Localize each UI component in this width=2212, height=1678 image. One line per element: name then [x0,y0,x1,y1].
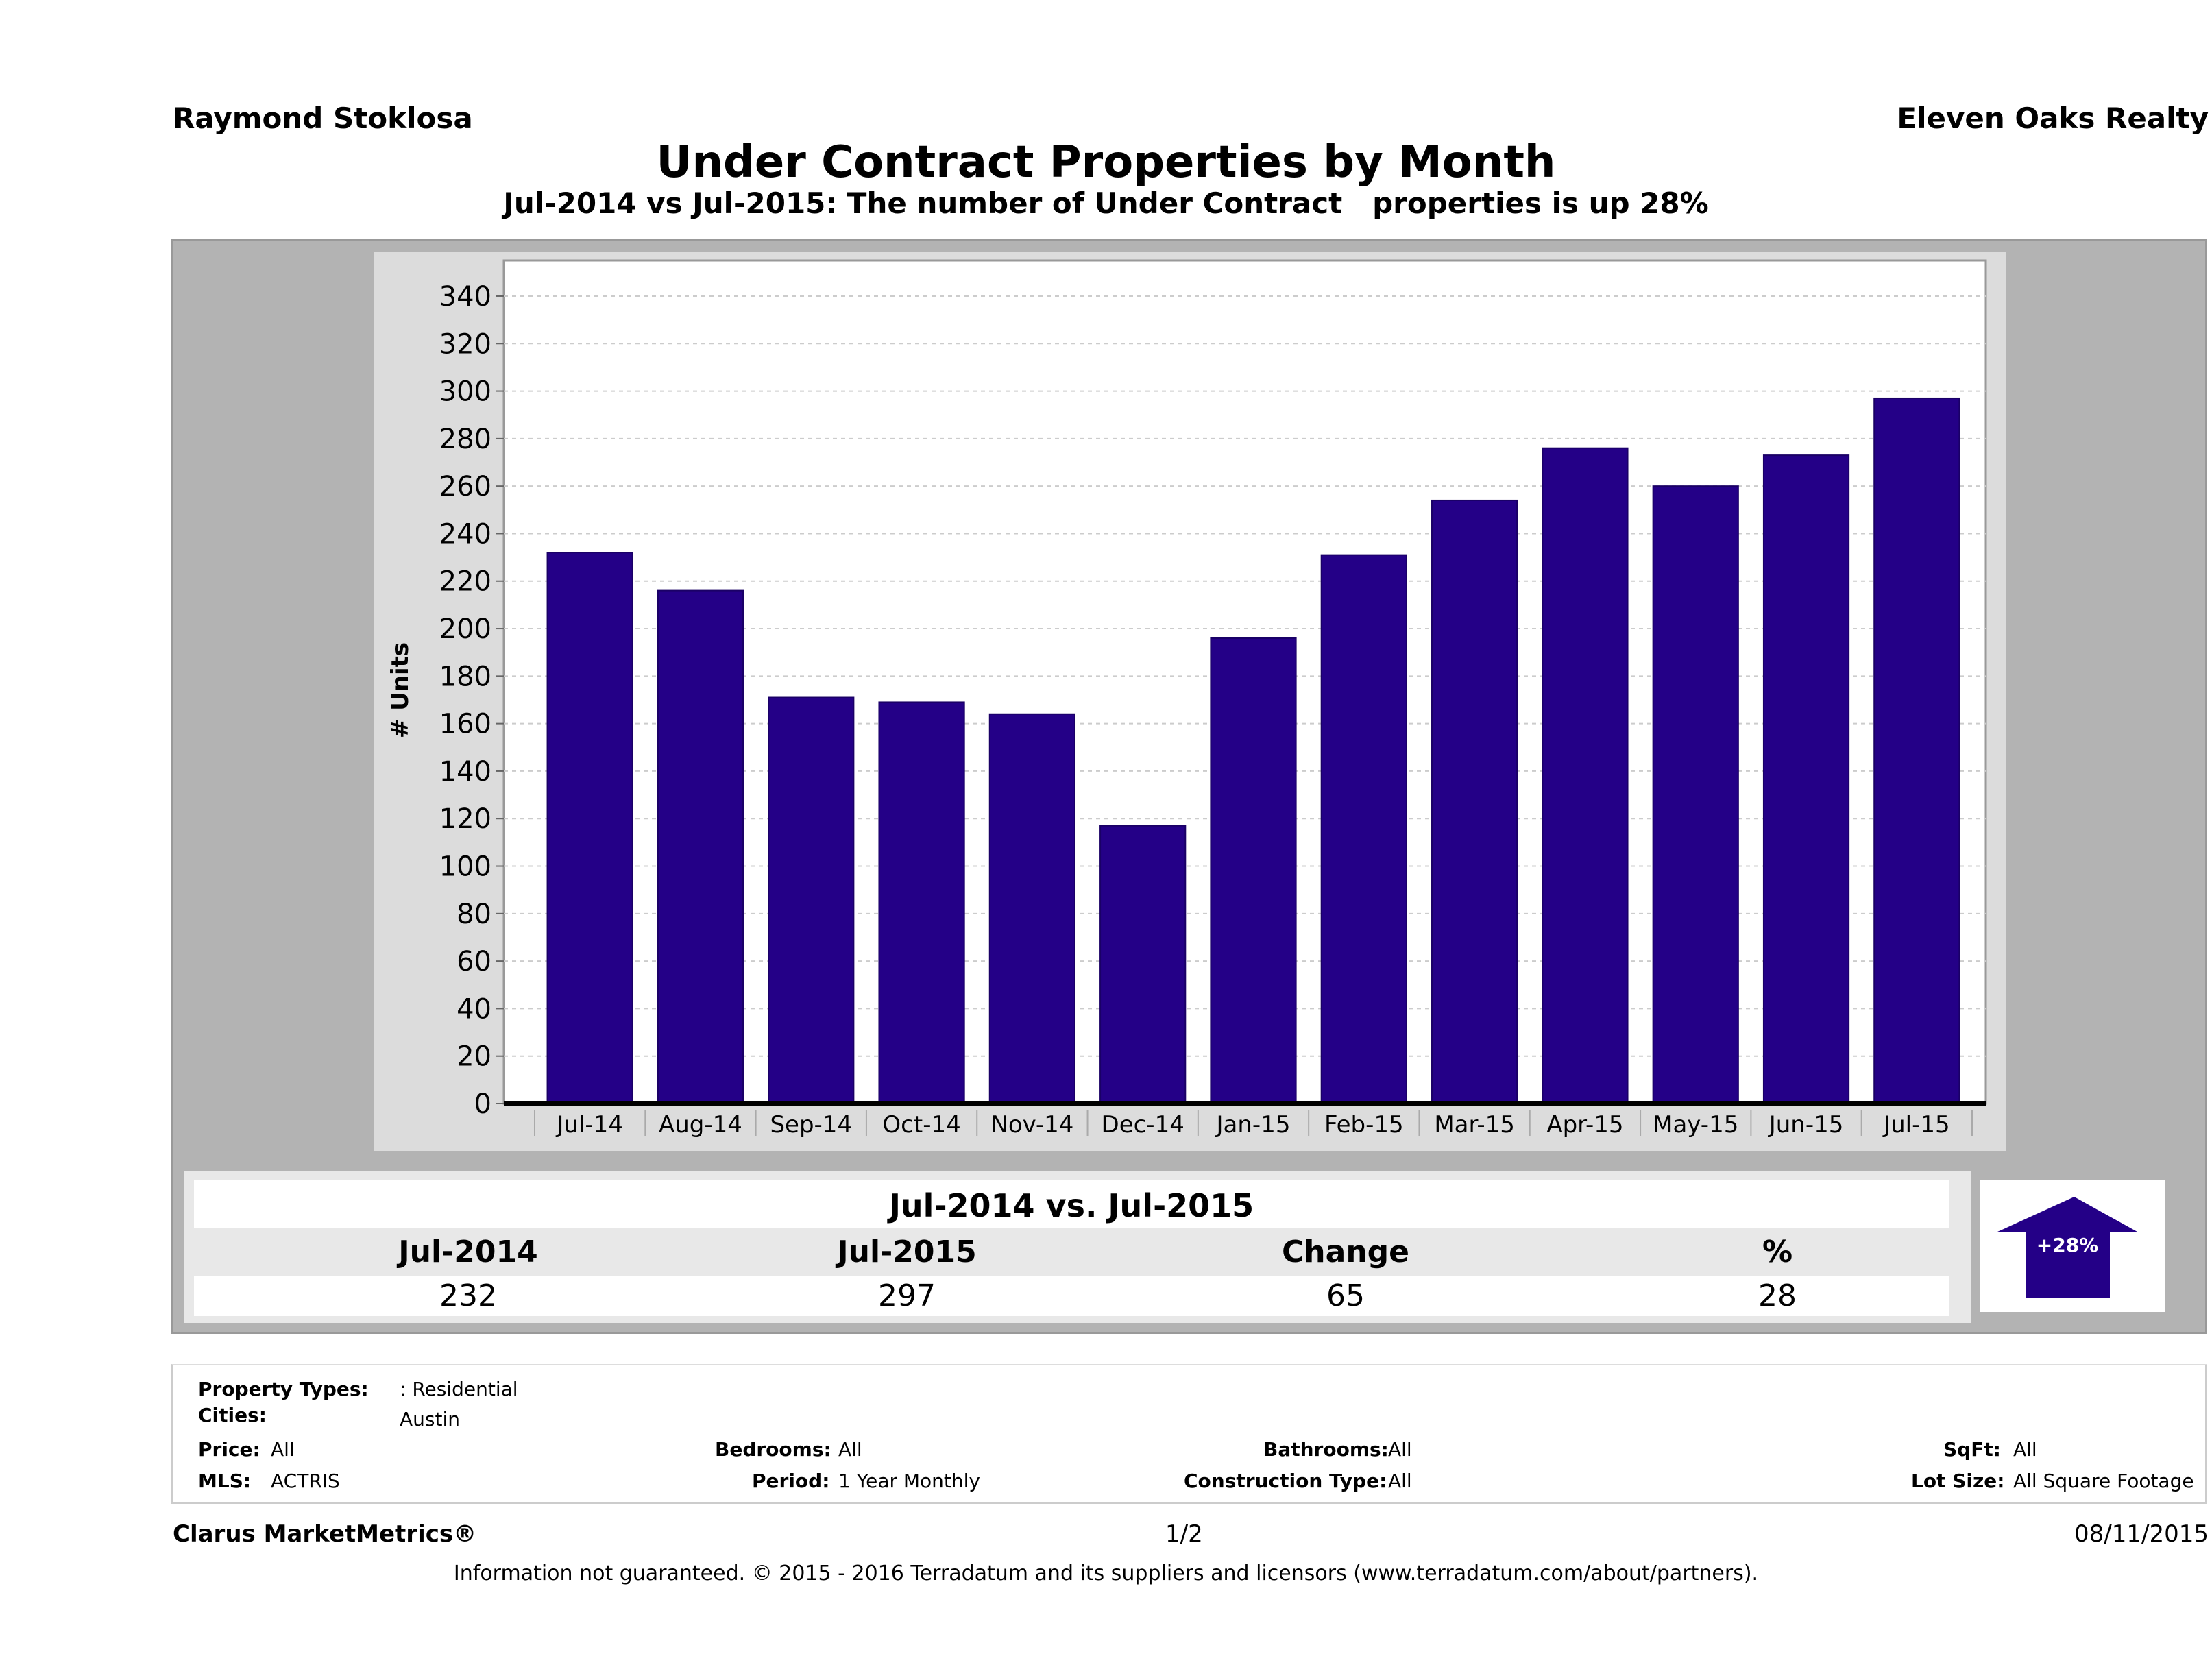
y-tick-label: 280 [439,424,491,455]
x-tick-label: Jul-14 [555,1111,623,1139]
bar [1762,454,1850,1104]
bar [768,696,855,1104]
bar [1210,637,1297,1104]
bar [1873,397,1960,1104]
filter-label: Bedrooms: [715,1438,831,1461]
summary-header-row: Jul-2014 Jul-2015 Change % [194,1231,1949,1275]
x-tick-label: Jun-15 [1768,1111,1844,1139]
x-tick-label: Jul-15 [1882,1111,1950,1139]
y-tick-label: 60 [457,946,491,977]
x-tick-label: Nov-14 [990,1111,1073,1139]
summary-header-cell: Jul-2015 [837,1235,977,1269]
up-arrow-icon: +28% [1997,1197,2137,1298]
y-tick-label: 260 [439,471,491,502]
bar [1652,485,1739,1105]
bar [546,552,633,1104]
summary-value-cell: 65 [1326,1278,1365,1313]
summary-value-row: 232 297 65 28 [194,1276,1949,1316]
filter-label: Lot Size: [1911,1470,2005,1492]
y-tick-label: 140 [439,756,491,788]
y-axis-ticks: 0 20 40 60 80 100 120 140 160 180 200 220 240 260 280 3… [439,281,504,1120]
x-tick-label: Apr-15 [1546,1111,1623,1139]
y-tick-label: 100 [439,851,491,883]
filter-label: Bathrooms: [1263,1438,1389,1461]
x-tick-label: Aug-14 [659,1111,742,1139]
x-tick-label: Sep-14 [770,1111,852,1139]
x-tick-label: Dec-14 [1102,1111,1184,1139]
y-tick-label: 180 [439,661,491,692]
filter-label: Period: [752,1470,830,1492]
y-tick-label: 80 [457,899,491,930]
filter-value: Austin [400,1408,460,1431]
filter-value: All [2013,1438,2037,1461]
filter-label: Cities: [198,1404,267,1426]
page-number: 1/2 [1165,1520,1203,1548]
bars [546,397,1960,1105]
y-tick-label: 120 [439,803,491,835]
bar [1320,554,1407,1104]
bar [1431,499,1518,1104]
report-date: 08/11/2015 [2074,1520,2209,1548]
y-tick-label: 300 [439,376,491,408]
y-tick-label: 20 [457,1041,491,1073]
filter-value: : Residential [400,1378,518,1400]
y-tick-label: 0 [474,1089,491,1120]
x-tick-label: Mar-15 [1434,1111,1515,1139]
filter-label: SqFt: [1943,1438,2001,1461]
summary-header-cell: % [1762,1235,1793,1269]
x-tick-label: Jan-15 [1215,1111,1291,1139]
filter-value: All [838,1438,862,1461]
bar [1542,447,1629,1104]
filter-label: Construction Type: [1184,1470,1387,1492]
y-axis-label: # Units [387,642,414,738]
bar [878,701,965,1104]
filter-value: 1 Year Monthly [838,1470,981,1492]
y-tick-label: 320 [439,328,491,360]
summary-value-cell: 232 [439,1278,497,1313]
filter-value: All Square Footage [2013,1470,2194,1492]
filter-value: All [271,1438,295,1461]
bar [988,713,1075,1104]
filter-label: MLS: [198,1470,252,1492]
chart-title: Under Contract Properties by Month [656,137,1556,188]
y-tick-label: 340 [439,281,491,313]
y-tick-label: 40 [457,993,491,1025]
y-tick-label: 240 [439,518,491,550]
filter-value: ACTRIS [271,1470,340,1492]
summary-title: Jul-2014 vs. Jul-2015 [194,1180,1949,1228]
change-badge-label: +28% [2037,1234,2098,1256]
filter-label: Price: [198,1438,260,1461]
y-tick-label: 220 [439,566,491,598]
summary-value-cell: 28 [1758,1278,1797,1313]
bar [1099,825,1187,1104]
chart-subtitle: Jul-2014 vs Jul-2015: The number of Unde… [503,186,1709,220]
brand-name: Clarus MarketMetrics® [173,1520,477,1548]
company-name: Eleven Oaks Realty [1897,101,2209,135]
summary-header-cell: Jul-2014 [398,1235,538,1269]
change-badge: +28% [1980,1180,2165,1312]
summary-value-cell: 297 [878,1278,936,1313]
bar-chart: 0 20 40 60 80 100 120 140 160 180 200 220 240 260 280 3… [387,259,1987,1139]
y-tick-label: 200 [439,613,491,645]
bar [657,589,744,1104]
x-tick-label: Oct-14 [882,1111,960,1139]
x-tick-label: Feb-15 [1324,1111,1404,1139]
filter-value: All [1388,1438,1412,1461]
disclaimer: Information not guaranteed. © 2015 - 201… [453,1561,1759,1585]
filter-value: All [1388,1470,1412,1492]
filter-label: Property Types: [198,1378,369,1400]
agent-name: Raymond Stoklosa [173,101,473,135]
x-axis-ticks: Jul-14 Aug-14 Sep-14 Oct-14 Nov-14 Dec-14 Jan-… [534,1110,1973,1139]
filters-panel: Property Types: : Residential Cities: Au… [171,1364,2207,1504]
summary-header-cell: Change [1282,1235,1409,1269]
x-tick-label: May-15 [1653,1111,1738,1139]
y-tick-label: 160 [439,709,491,740]
